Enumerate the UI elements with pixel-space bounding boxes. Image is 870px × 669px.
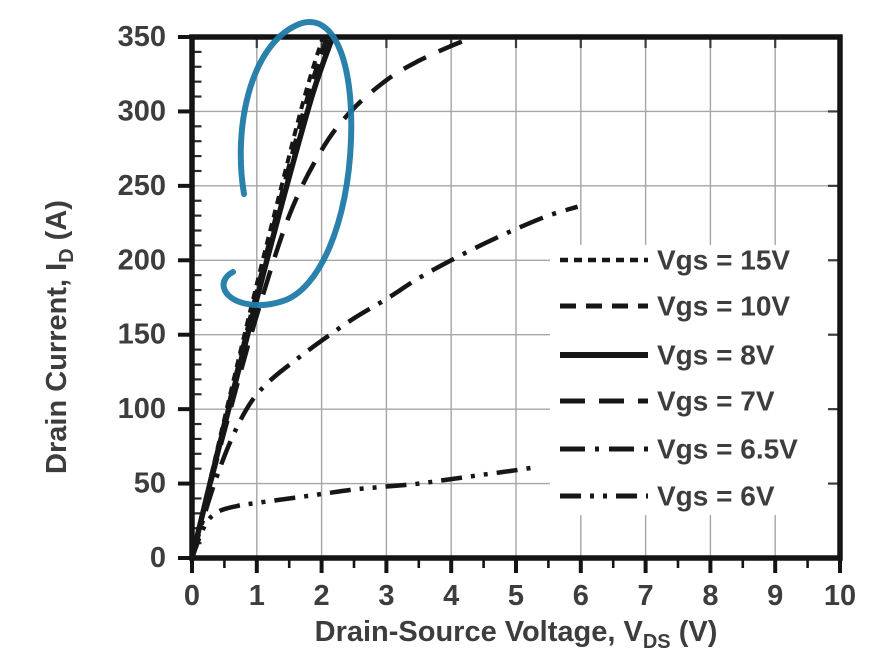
x-tick-label: 6 — [573, 580, 589, 612]
legend-label: Vgs = 10V — [657, 291, 790, 322]
legend-label: Vgs = 8V — [657, 340, 775, 371]
x-tick-label: 1 — [249, 580, 265, 612]
curve-vgs-6v — [189, 464, 536, 559]
x-tick-label: 4 — [443, 580, 459, 612]
y-tick-label: 150 — [118, 319, 166, 351]
curve-vgs-7v — [189, 34, 475, 559]
legend: Vgs = 15V Vgs = 10V Vgs = 8V Vgs = 7V Vgs = … — [560, 245, 798, 512]
y-tick-label: 200 — [118, 244, 166, 276]
x-tick-label: 7 — [638, 580, 654, 612]
x-tick-label: 8 — [702, 580, 718, 612]
legend-label: Vgs = 6V — [657, 481, 775, 512]
legend-background — [550, 245, 834, 515]
x-tick-label: 10 — [824, 580, 856, 612]
plot-frame — [189, 34, 843, 561]
y-tick-label: 250 — [118, 170, 166, 202]
legend-label: Vgs = 7V — [657, 386, 775, 417]
curve-vgs-6p5v — [189, 204, 579, 559]
y-tick-label: 100 — [118, 393, 166, 425]
y-axis-title: Drain Current, ID (A) — [41, 200, 78, 474]
x-tick-label: 9 — [767, 580, 783, 612]
y-tick-label: 0 — [150, 542, 166, 574]
x-axis-title: Drain-Source Voltage, VDS (V) — [315, 616, 718, 653]
legend-label: Vgs = 6.5V — [657, 434, 798, 465]
x-tick-label: 5 — [508, 580, 524, 612]
y-tick-label: 300 — [118, 95, 166, 127]
annotation-ellipse — [220, 19, 355, 308]
y-tick-label: 50 — [134, 468, 166, 500]
y-tick-label: 350 — [118, 21, 166, 53]
x-tick-label: 0 — [184, 580, 200, 612]
x-tick-label: 2 — [314, 580, 330, 612]
legend-label: Vgs = 15V — [657, 245, 790, 276]
x-tick-label: 3 — [378, 580, 394, 612]
